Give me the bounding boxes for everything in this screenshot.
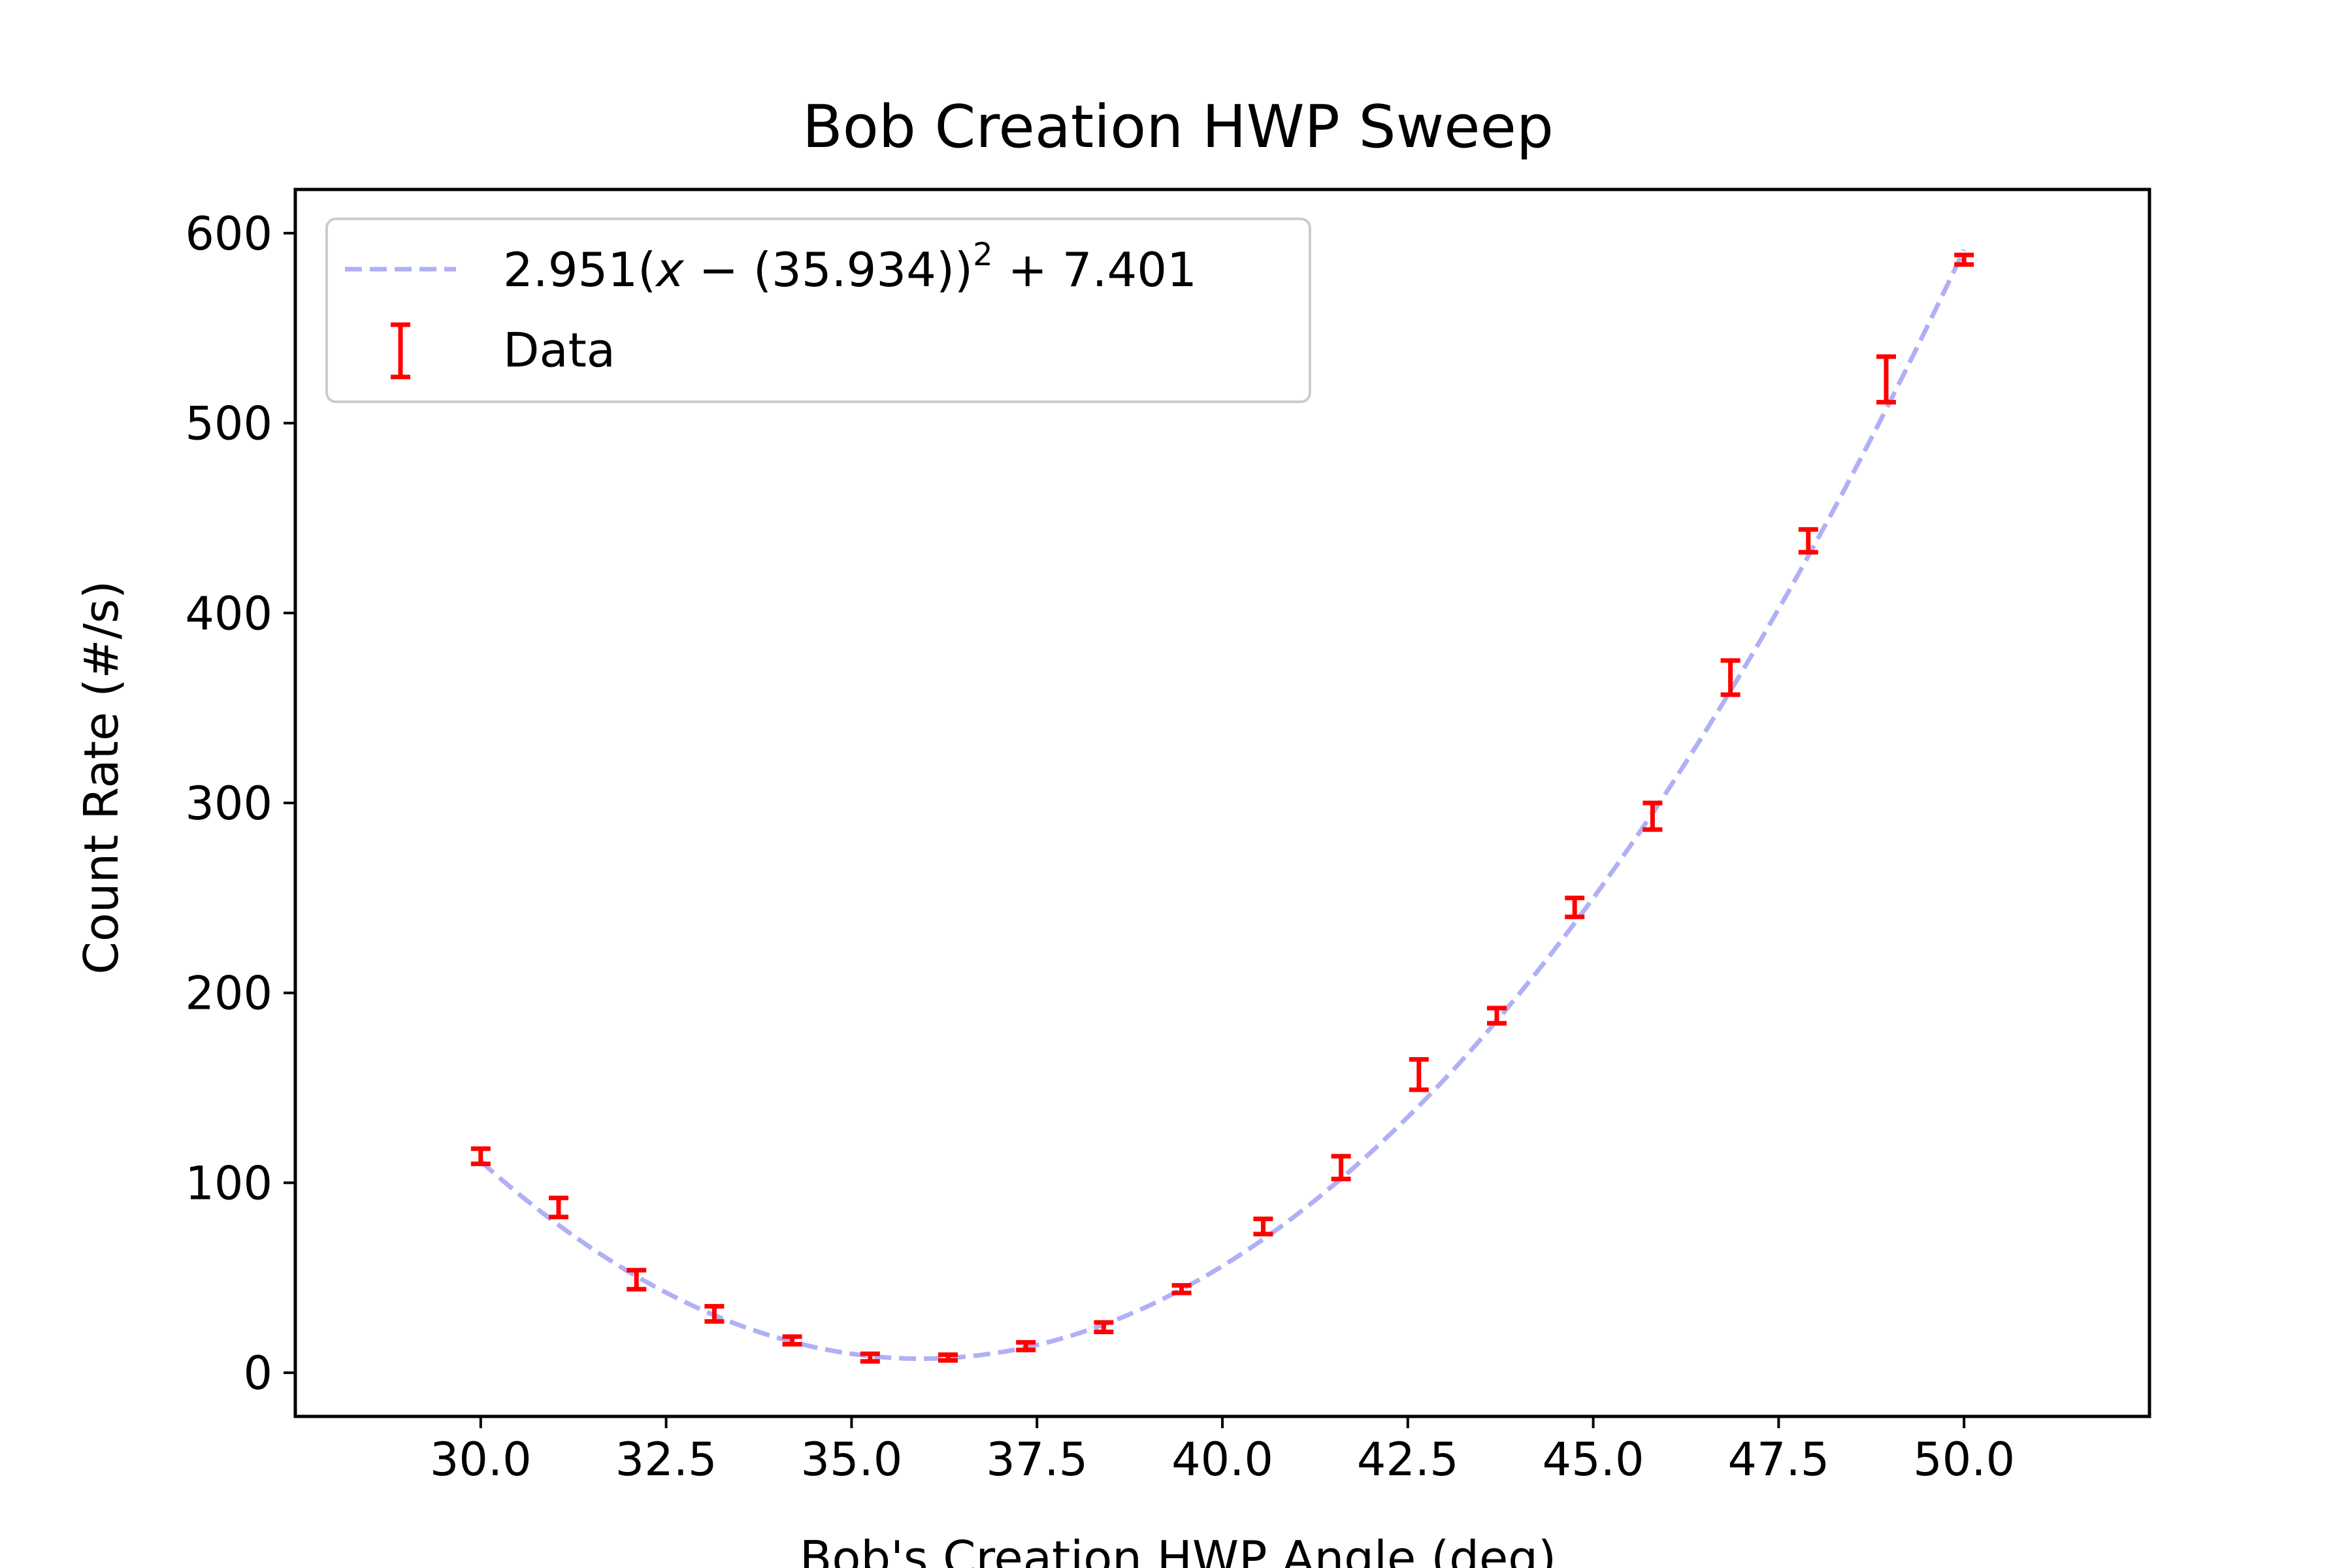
x-tick-label: 40.0 [1171,1433,1273,1486]
data-point [782,1334,802,1347]
data-point [1016,1340,1036,1352]
x-tick-label: 35.0 [800,1433,902,1486]
data-point [470,1146,491,1166]
legend-fit-exp: 2 [973,237,993,273]
y-tick-label: 200 [185,967,272,1021]
data-point [938,1352,958,1363]
chart-title: Bob Creation HWP Sweep [802,93,1554,161]
x-tick-label: 47.5 [1727,1433,1829,1486]
legend-fit-var: x [655,242,685,297]
y-tick-label: 400 [185,587,272,640]
legend-fit-middle: − (35.934)) [684,242,973,297]
data-point [1171,1282,1192,1296]
legend: 2.951(x − (35.934))2 + 7.401 Data [325,218,1311,403]
legend-fit-label: 2.951(x − (35.934))2 + 7.401 [503,237,1197,297]
x-tick-label: 50.0 [1913,1433,2015,1486]
x-tick-label: 45.0 [1543,1433,1644,1486]
legend-data-marker [391,322,410,380]
y-tick-label: 300 [185,777,272,830]
x-tick-label: 30.0 [430,1433,532,1486]
data-point [1954,252,1974,267]
data-point [704,1303,725,1324]
legend-fit-suffix: + 7.401 [993,242,1197,297]
data-point [1720,658,1740,697]
legend-data-label: Data [503,323,615,378]
legend-frame [325,218,1311,403]
y-axis-label: Count Rate (#/s) [74,581,129,975]
y-tick-label: 500 [185,397,272,451]
data-point [627,1267,647,1292]
x-axis-label: Bob's Creation HWP Angle (deg) [800,1531,1556,1568]
data-point [860,1351,880,1364]
data-point [1331,1154,1351,1182]
plot-area: 30.0 32.5 35.0 37.5 40.0 42.5 45.0 47.5 50.0 0 100… [185,188,2151,1486]
data-point [1409,1056,1429,1092]
y-tick-label: 600 [185,207,272,261]
data-point [1565,895,1585,919]
data-point [1094,1320,1114,1335]
data-point [1253,1217,1273,1237]
data-point [1876,354,1897,405]
x-tick-label: 32.5 [615,1433,717,1486]
y-tick-label: 0 [243,1347,272,1400]
data-point [1798,527,1818,555]
data-point [1642,800,1663,832]
y-tick-label: 100 [185,1156,272,1210]
data-point [1487,1005,1507,1026]
data-point [548,1196,568,1220]
x-tick-label: 37.5 [986,1433,1088,1486]
legend-fit-prefix: 2.951( [503,242,656,297]
x-tick-label: 42.5 [1357,1433,1459,1486]
